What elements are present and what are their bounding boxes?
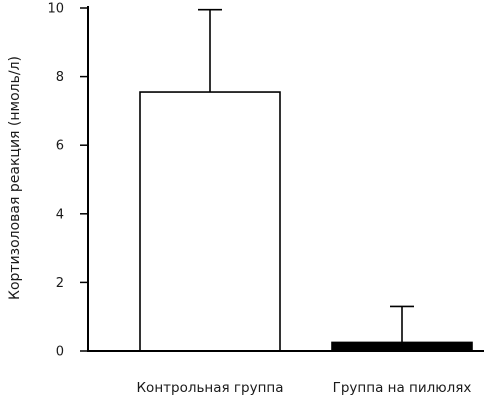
category-label: Группа на пилюлях [333,380,472,396]
category-label: Контрольная группа [136,380,283,396]
bars [139,91,473,352]
bar-1 [139,91,281,352]
y-axis-title: Кортизоловая реакция (нмоль/л) [7,56,23,300]
bar-2 [331,341,473,352]
y-tick-label: 6 [56,139,64,154]
y-tick-label: 0 [56,345,64,360]
category-labels: Контрольная группа Группа на пилюлях [136,380,471,396]
y-axis-ticks: 0 2 4 6 8 10 [47,2,88,360]
y-tick-label: 8 [56,70,64,85]
y-tick-label: 10 [47,2,64,17]
y-tick-label: 2 [56,276,64,291]
error-bars [198,8,414,343]
y-tick-label: 4 [56,207,64,222]
